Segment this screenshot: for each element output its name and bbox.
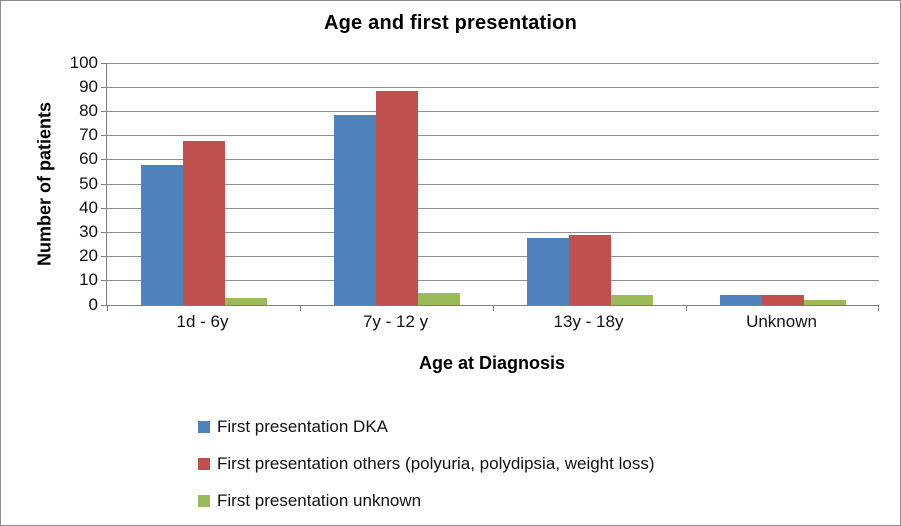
bar-13y-18y-unknown — [610, 295, 653, 305]
y-tick-mark-80 — [101, 111, 107, 112]
legend-swatch-3 — [198, 494, 210, 507]
legend-label-1: First presentation DKA — [217, 416, 389, 436]
plot-area: 0 10 20 30 40 50 60 70 80 90 100 — [70, 53, 879, 314]
x-tick-mark-0 — [107, 305, 108, 311]
y-tick-label-90: 90 — [79, 77, 98, 96]
bar-Unknown-DKA — [719, 295, 762, 305]
y-tick-mark-10 — [101, 280, 107, 281]
gridline-80 — [107, 111, 879, 112]
gridline-60 — [107, 159, 879, 160]
y-tick-mark-60 — [101, 159, 107, 160]
x-tick-mark-1 — [300, 305, 301, 311]
bar-group-4 — [686, 64, 879, 305]
legend-row-3: First presentation unknown — [198, 482, 654, 519]
y-tick-mark-100 — [101, 63, 107, 64]
y-tick-label-20: 20 — [79, 246, 98, 265]
y-tick-mark-40 — [101, 208, 107, 209]
y-tick-mark-90 — [101, 87, 107, 88]
bar-group-3 — [493, 64, 686, 305]
legend: First presentation DKA First presentation… — [198, 408, 654, 519]
bar-7y-12y-loss) — [375, 91, 418, 305]
y-tick-label-80: 80 — [79, 101, 98, 120]
chart-title: Age and first presentation — [323, 12, 577, 34]
legend-swatch-2 — [198, 457, 210, 470]
y-tick-label-50: 50 — [79, 174, 98, 193]
x-label-3: 13y - 18y — [553, 312, 624, 331]
x-label-1: 1d - 6y — [176, 312, 229, 331]
x-label-4: Unknown — [746, 312, 817, 331]
gridline-30 — [107, 232, 879, 233]
bar-Unknown-loss) — [761, 295, 804, 305]
gridline-50 — [107, 184, 879, 185]
y-tick-mark-0 — [101, 305, 107, 306]
x-tick-mark-3 — [686, 305, 687, 311]
gridline-90 — [107, 87, 879, 88]
y-tick-label-0: 0 — [88, 295, 98, 314]
y-tick-label-40: 40 — [79, 198, 98, 217]
legend-label-2: First presentation others (polyuria, pol… — [217, 453, 655, 473]
bar-1d-6y-DKA — [140, 165, 183, 305]
bar-group-2 — [300, 64, 493, 305]
legend-label-3: First presentation unknown — [217, 490, 422, 510]
legend-swatch-1 — [198, 420, 210, 433]
bar-7y-12y-unknown — [417, 293, 460, 305]
x-axis-labels: 1d - 6y 7y - 12 y 13y - 18y Unknown — [106, 312, 878, 336]
y-tick-label-100: 100 — [69, 53, 98, 72]
gridline-100 — [107, 63, 879, 64]
y-tick-label-30: 30 — [79, 222, 98, 241]
gridline-40 — [107, 208, 879, 209]
legend-row-2: First presentation others (polyuria, pol… — [198, 445, 654, 482]
y-tick-mark-20 — [101, 256, 107, 257]
bar-1d-6y-unknown — [224, 298, 267, 305]
bar-group-1 — [107, 64, 300, 305]
x-tick-mark-4 — [878, 305, 879, 311]
x-label-2: 7y - 12 y — [362, 312, 429, 331]
bar-7y-12y-DKA — [333, 115, 376, 305]
y-tick-mark-50 — [101, 184, 107, 185]
x-axis-title: Age at Diagnosis — [418, 353, 566, 373]
gridline-10 — [107, 280, 879, 281]
bar-Unknown-unknown — [803, 300, 846, 305]
y-tick-mark-30 — [101, 232, 107, 233]
bar-13y-18y-loss) — [568, 235, 611, 305]
legend-row-1: First presentation DKA — [198, 408, 654, 445]
y-tick-label-10: 10 — [79, 270, 98, 289]
bar-1d-6y-loss) — [182, 141, 225, 305]
bar-13y-18y-DKA — [526, 238, 569, 305]
x-tick-mark-2 — [493, 305, 494, 311]
y-tick-mark-70 — [101, 135, 107, 136]
gridline-70 — [107, 135, 879, 136]
y-tick-label-70: 70 — [79, 125, 98, 144]
y-tick-label-60: 60 — [79, 149, 98, 168]
gridline-20 — [107, 256, 879, 257]
